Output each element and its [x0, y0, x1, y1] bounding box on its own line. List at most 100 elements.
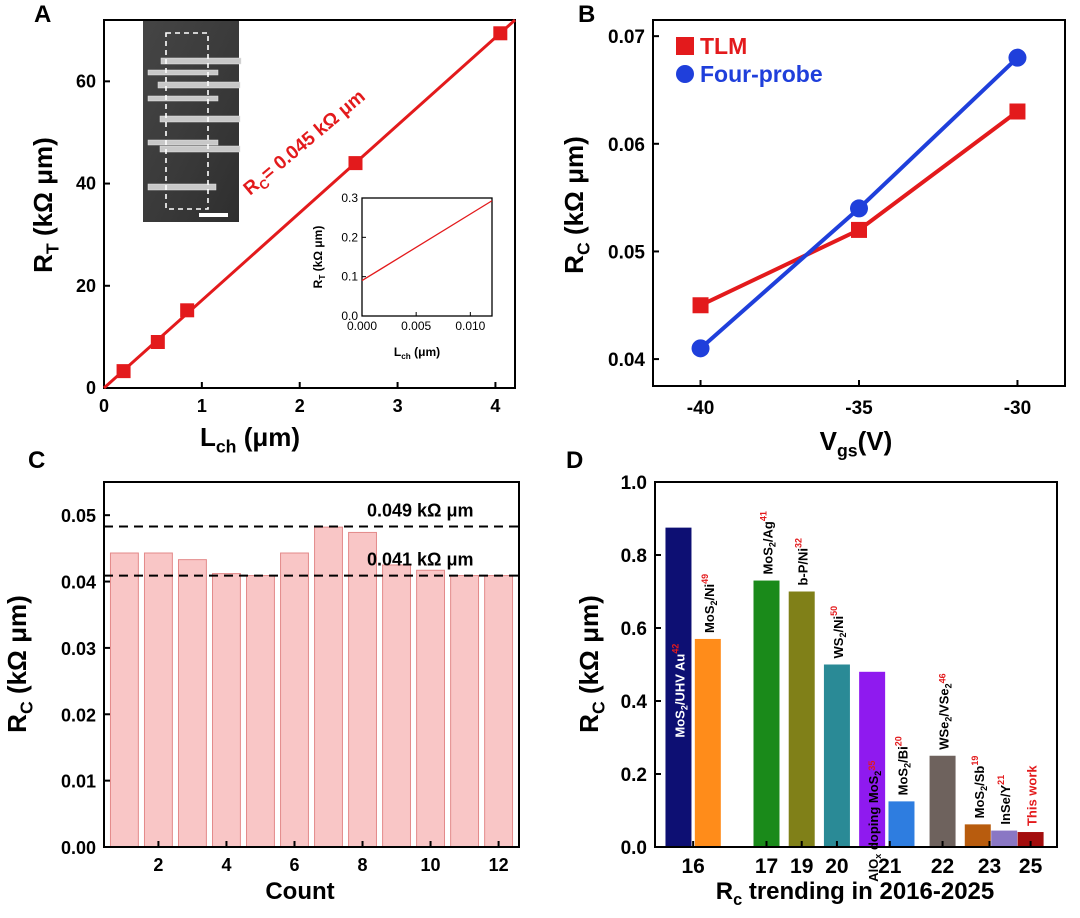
panel-b-y-tick-label: 0.06	[608, 135, 645, 156]
panel-b-x-tick-label: -40	[687, 398, 714, 419]
panel-c-y-tick-label: 0.03	[61, 639, 96, 659]
panel-d-bar-label: This work	[1025, 765, 1040, 826]
panel-b-legend-label: Four-probe	[700, 61, 823, 87]
panel-d-y-axis-label: RC (kΩ μm)	[574, 595, 609, 733]
panel-b-y-tick-label: 0.05	[608, 242, 645, 263]
panel-d-year-label: 16	[681, 855, 704, 878]
panel-label-a: A	[34, 1, 51, 28]
panel-a-y-axis-label: RT (kΩ μm)	[28, 137, 63, 273]
panel-label-d: D	[566, 447, 583, 474]
sem-micrograph-image	[143, 20, 242, 222]
panel-d-year-label: 20	[825, 855, 848, 878]
panel-c-y-axis-label: RC (kΩ μm)	[2, 595, 37, 733]
inset-x-tick-label: 0.000	[347, 319, 377, 333]
panel-c-bar	[177, 559, 207, 848]
panel-d-y-tick-label: 0.6	[621, 619, 647, 640]
panel-a-y-tick-label: 20	[76, 276, 96, 296]
panel-d-bar-label: MoS2/Ni49	[700, 574, 719, 633]
panel-d-bar	[888, 801, 915, 847]
inset-y-tick-label: 0.3	[341, 191, 358, 205]
panel-d-bar	[964, 824, 991, 847]
panel-b-legend-marker	[676, 65, 694, 83]
panel-c-x-tick-label: 8	[358, 855, 368, 875]
panel-d-bar-label: MoS2/Bi20	[893, 736, 912, 795]
panel-c-x-tick-label: 4	[221, 855, 231, 875]
panel-d-bar-label: MoS2/Ag41	[759, 511, 778, 574]
inset-y-tick-label: 0.1	[341, 270, 358, 284]
panel-a-data-point	[150, 335, 165, 349]
panel-c-y-tick-label: 0.05	[61, 506, 96, 526]
panel-d-bar	[694, 638, 721, 847]
panel-a-y-tick-label: 40	[76, 174, 96, 194]
panel-c-bar	[314, 526, 343, 848]
panel-d-bar-label: AlOx doping MoS235	[866, 761, 883, 882]
panel-a-x-axis-label: Lch (μm)	[200, 422, 300, 457]
panel-d-bar-label: MoS2/UHV Au42	[670, 644, 689, 738]
panel-a	[143, 20, 242, 222]
panel-a-x-tick-label: 2	[295, 396, 305, 416]
panel-c-bar	[348, 531, 377, 848]
panel-d-year-label: 21	[878, 855, 902, 878]
panel-a-x-tick-label: 0	[99, 396, 109, 416]
panel-b-legend-label: TLM	[700, 33, 747, 59]
panel-c-y-tick-label: 0.00	[61, 838, 96, 858]
panel-d-y-tick-label: 0.8	[621, 546, 647, 567]
panel-c-bar	[382, 564, 411, 848]
panel-b-y-axis-label: RC (kΩ μm)	[559, 136, 594, 274]
panel-c-y-tick-label: 0.04	[61, 573, 96, 593]
inset-x-tick-label: 0.010	[455, 319, 485, 333]
panel-d-year-label: 23	[978, 855, 1001, 878]
panel-d-bar	[991, 830, 1018, 847]
panel-d-bar	[929, 755, 956, 847]
panel-d-bar-label: MoS2/Sb19	[970, 756, 989, 819]
panel-b-data-point	[850, 199, 868, 218]
inset-x-axis-label: Lch (μm)	[394, 345, 440, 361]
panel-c-bar	[212, 573, 241, 848]
panel-c-x-tick-label: 2	[153, 855, 163, 875]
panel-c-x-axis-label: Count	[265, 878, 334, 905]
inset-y-tick-label: 0.0	[341, 309, 358, 323]
panel-b-y-tick-label: 0.07	[608, 27, 645, 48]
panel-c-x-tick-label: 10	[421, 855, 441, 875]
panel-a-y-tick-label: 60	[76, 71, 96, 91]
panel-a-data-point	[493, 26, 508, 41]
panel-a-x-tick-label: 3	[393, 396, 403, 416]
panel-c-bar	[143, 552, 173, 848]
panel-d-bar	[665, 527, 692, 847]
inset-plot-frame	[361, 197, 493, 317]
panel-a-data-point	[116, 364, 131, 379]
inset-y-axis-label: RT (kΩ μm)	[311, 226, 327, 289]
inset-fit-line	[361, 200, 493, 282]
panel-c-bar	[109, 552, 139, 848]
panel-c-bar	[416, 569, 446, 848]
panel-c-bar	[280, 552, 309, 848]
panel-d-bar	[753, 580, 780, 847]
panel-c-x-tick-label: 12	[489, 855, 509, 875]
panel-d-x-axis-label: Rc trending in 2016-2025	[716, 878, 995, 909]
panel-d-bar	[859, 671, 886, 847]
panel-b-x-tick-label: -35	[845, 398, 873, 419]
panel-b-x-axis-label: Vgs(V)	[820, 426, 893, 461]
panel-d-bar	[823, 664, 850, 847]
panel-c-bar	[484, 575, 514, 848]
panel-d-year-label: 22	[931, 855, 954, 878]
inset-y-tick-label: 0.2	[341, 230, 358, 244]
panel-c-bar	[450, 575, 480, 848]
panel-b-data-point	[692, 297, 709, 314]
inset-x-tick-label: 0.005	[401, 319, 431, 333]
panel-a-rc-annotation: RC= 0.045 kΩ μm	[240, 86, 372, 202]
panel-c-x-tick-label: 6	[289, 855, 299, 875]
panel-a-fit-line	[102, 18, 517, 390]
panel-d-y-tick-label: 0.0	[621, 838, 647, 859]
panel-d-year-label: 17	[755, 855, 778, 878]
panel-d-bar-label: b-P/Ni32	[794, 538, 811, 586]
panel-b-x-tick-label: -30	[1004, 398, 1031, 419]
panel-c-ref-label: 0.049 kΩ μm	[367, 500, 474, 520]
panel-d-bar-label: WS2/Ni50	[829, 606, 848, 659]
panel-d-year-label: 19	[790, 855, 813, 878]
panel-a-x-tick-label: 4	[490, 396, 500, 416]
panel-a-x-tick-label: 1	[197, 396, 207, 416]
panel-d-bar	[788, 591, 815, 847]
